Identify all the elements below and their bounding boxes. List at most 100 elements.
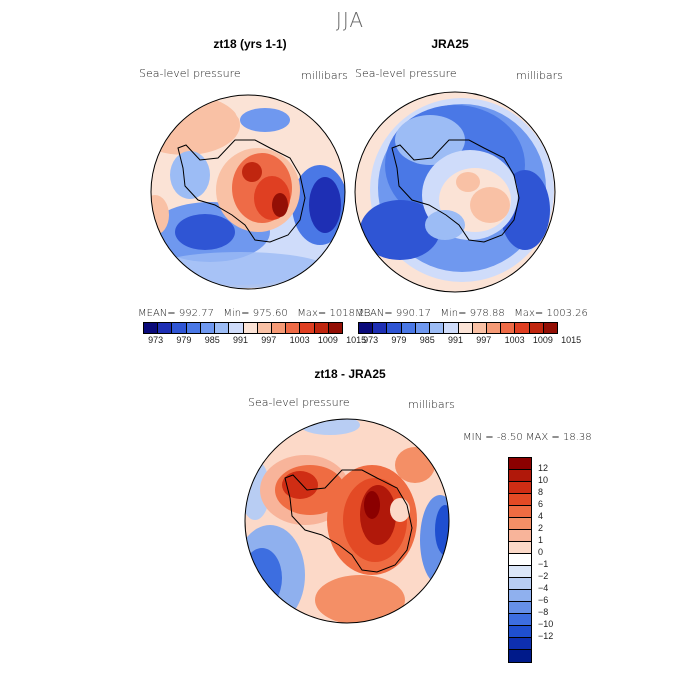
panel-1-colorbar-swatch <box>271 323 287 333</box>
diff-colorbar-tick-label: 10 <box>538 475 549 485</box>
panel-1-stats: MEAN= 992.77 Min= 975.60 Max= 1018.23 <box>138 308 371 319</box>
panel-1-title: zt18 (yrs 1-1) <box>213 37 287 51</box>
panel-1-colorbar-swatch <box>144 323 159 333</box>
panel-2-colorbar-swatch <box>472 323 487 333</box>
panel-1-colorbar-swatch <box>286 323 301 333</box>
panel-1-min: 975.60 <box>252 308 288 319</box>
diff-colorbar-tick-label: 12 <box>538 463 549 473</box>
panel-2-colorbar-tick-label: 985 <box>419 335 435 345</box>
panel-1-colorbar-ticks: 973 979 985 991 997 1003 1009 1015 <box>143 335 366 347</box>
diff-colorbar-swatch <box>509 578 531 590</box>
panel-1-colorbar-tick-label: 991 <box>233 335 249 345</box>
diff-colorbar-swatch <box>509 614 531 626</box>
panel-1-colorbar-swatch <box>314 323 329 333</box>
panel-1-units-label: millibars <box>301 69 348 82</box>
panel-2-max: 1003.26 <box>546 308 588 319</box>
panel-1-colorbar-swatch <box>172 323 187 333</box>
diff-colorbar-tick-label: −12 <box>538 631 554 641</box>
panel-1-max: 1018.23 <box>329 308 371 319</box>
panel-2-colorbar-swatch <box>444 323 459 333</box>
panel-1-colorbar-tick-label: 1003 <box>289 335 310 345</box>
panel-2-colorbar-swatch <box>387 323 402 333</box>
panel-2-colorbar-swatch <box>543 323 558 333</box>
panel-1-min-label: Min= <box>223 308 250 319</box>
diff-colorbar-tick-label: −4 <box>538 583 549 593</box>
diff-colorbar-swatch <box>509 566 531 578</box>
diff-colorbar-swatch <box>509 650 531 662</box>
panel-2-stats: MEAN= 990.17 Min= 978.88 Max= 1003.26 <box>355 308 588 319</box>
panel-1-colorbar-swatch <box>300 323 315 333</box>
panel-2-colorbar-swatch <box>415 323 431 333</box>
panel-2-colorbar <box>358 322 558 334</box>
panel-1-colorbar-swatch <box>229 323 244 333</box>
panel-1-colorbar-swatch <box>158 323 173 333</box>
diff-colorbar-tick-label: −2 <box>538 571 549 581</box>
panel-1-max-label: Max= <box>297 308 327 319</box>
diff-colorbar <box>508 457 532 663</box>
diff-colorbar-swatch <box>509 554 531 566</box>
panel-2-max-label: Max= <box>514 308 544 319</box>
diff-colorbar-tick-label: 4 <box>538 511 544 521</box>
panel-1-colorbar-swatch <box>215 323 230 333</box>
panel-2-colorbar-swatch <box>430 323 445 333</box>
diff-colorbar-swatch <box>509 470 531 482</box>
diff-max: 18.38 <box>562 432 592 443</box>
panel-1-field-label: Sea-level pressure <box>139 67 241 80</box>
panel-1-mean: 992.77 <box>178 308 214 319</box>
panel-2-colorbar-tick-label: 1015 <box>561 335 582 345</box>
diff-colorbar-swatch <box>509 530 531 542</box>
diff-colorbar-tick-label: −1 <box>538 559 549 569</box>
panel-1-colorbar-swatch <box>186 323 201 333</box>
panel-2-colorbar-tick-label: 973 <box>363 335 379 345</box>
panel-1-colorbar-tick-label: 1009 <box>317 335 338 345</box>
diff-panel-field-label: Sea-level pressure <box>248 396 350 409</box>
diff-max-label: MAX = <box>525 432 560 443</box>
diff-panel-stats: MIN = -8.50 MAX = 18.38 <box>463 432 592 443</box>
panel-2-colorbar-ticks: 973 979 985 991 997 1003 1009 1015 <box>358 335 581 347</box>
panel-2-mean: 990.17 <box>395 308 431 319</box>
diff-colorbar-tick-label: −10 <box>538 619 554 629</box>
season-title: JJA <box>335 8 365 32</box>
diff-colorbar-swatch <box>509 494 531 506</box>
diff-colorbar-tick-label: −8 <box>538 607 549 617</box>
panel-2-colorbar-swatch <box>515 323 530 333</box>
panel-2-title: JRA25 <box>431 37 469 51</box>
panel-1-colorbar-tick-label: 997 <box>261 335 277 345</box>
panel-2-colorbar-swatch <box>486 323 502 333</box>
panel-2-colorbar-tick-label: 979 <box>391 335 407 345</box>
panel-2-units-label: millibars <box>516 69 563 82</box>
diff-colorbar-swatch <box>509 542 531 554</box>
diff-colorbar-tick-label: 8 <box>538 487 544 497</box>
panel-1-colorbar-swatch <box>328 323 343 333</box>
panel-2-colorbar-swatch <box>529 323 544 333</box>
diff-colorbar-tick-label: 0 <box>538 547 544 557</box>
panel-1-colorbar-tick-label: 979 <box>176 335 192 345</box>
diff-colorbar-swatch <box>509 518 531 530</box>
diff-colorbar-swatch <box>509 602 531 614</box>
panel-1-colorbar-tick-label: 985 <box>204 335 220 345</box>
panel-2-mean-label: MEAN= <box>355 308 393 319</box>
panel-2-min-label: Min= <box>440 308 467 319</box>
diff-panel-title: zt18 - JRA25 <box>314 367 386 381</box>
diff-colorbar-swatch <box>509 482 531 494</box>
diff-min-label: MIN = <box>463 432 494 443</box>
diff-colorbar-swatch <box>509 638 531 650</box>
panel-1-colorbar <box>143 322 343 334</box>
diff-min: -8.50 <box>496 432 523 443</box>
panel-1-colorbar-tick-label: 973 <box>148 335 164 345</box>
diff-colorbar-tick-label: 1 <box>538 535 544 545</box>
diff-colorbar-swatch <box>509 626 531 638</box>
panel-2-colorbar-tick-label: 1003 <box>504 335 525 345</box>
panel-1-colorbar-tick-label: 1015 <box>346 335 367 345</box>
panel-2-colorbar-swatch <box>359 323 374 333</box>
diff-colorbar-swatch <box>509 458 531 470</box>
panel-2-colorbar-swatch <box>458 323 473 333</box>
panel-2-colorbar-swatch <box>501 323 516 333</box>
panel-1-colorbar-swatch <box>200 323 216 333</box>
panel-2-colorbar-swatch <box>401 323 416 333</box>
panel-1-mean-label: MEAN= <box>138 308 176 319</box>
diff-colorbar-swatch <box>509 590 531 602</box>
